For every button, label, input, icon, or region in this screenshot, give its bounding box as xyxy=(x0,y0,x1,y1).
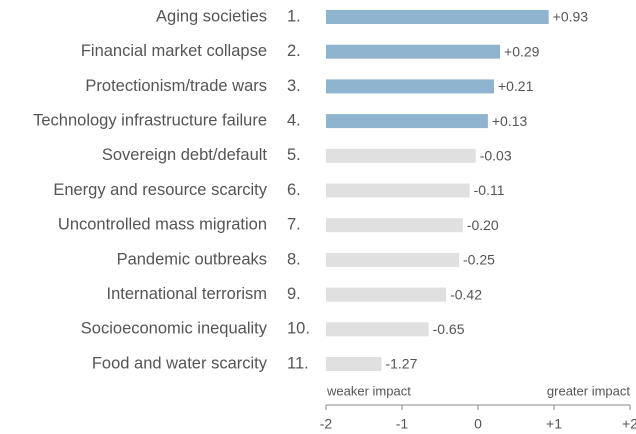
rank-label: 5. xyxy=(287,146,301,164)
category-label: Technology infrastructure failure xyxy=(33,111,267,129)
bar xyxy=(326,218,463,233)
category-label: Financial market collapse xyxy=(81,42,267,60)
category-label: Protectionism/trade wars xyxy=(85,77,267,95)
rank-label: 2. xyxy=(287,42,301,60)
rank-label: 6. xyxy=(287,181,301,199)
bar xyxy=(326,183,470,198)
rank-label: 10. xyxy=(287,320,310,338)
bar xyxy=(326,252,459,267)
annotation: greater impact xyxy=(547,383,630,398)
value-label: +0.29 xyxy=(504,43,540,59)
category-label: Uncontrolled mass migration xyxy=(58,216,267,234)
value-label: -0.03 xyxy=(480,148,512,164)
bar xyxy=(326,79,494,94)
value-label: +0.93 xyxy=(553,9,589,25)
bar xyxy=(326,44,501,59)
annotation: weaker impact xyxy=(326,383,411,398)
category-label: Energy and resource scarcity xyxy=(53,181,267,199)
category-label: Pandemic outbreaks xyxy=(117,250,267,268)
x-tick-label: +2 xyxy=(622,416,636,432)
bar xyxy=(326,148,476,163)
x-tick-label: 0 xyxy=(474,416,482,432)
category-label: Sovereign debt/default xyxy=(102,146,268,164)
rank-label: 7. xyxy=(287,216,301,234)
bar xyxy=(326,357,382,371)
category-label: Socioeconomic inequality xyxy=(81,320,268,338)
bar xyxy=(326,10,549,24)
bar xyxy=(326,114,488,129)
rank-label: 11. xyxy=(287,354,309,372)
value-label: -0.25 xyxy=(463,252,495,268)
rank-label: 4. xyxy=(287,111,301,129)
bar xyxy=(326,322,429,337)
category-label: Food and water scarcity xyxy=(92,354,268,372)
value-label: +0.13 xyxy=(492,113,528,129)
x-tick-label: -1 xyxy=(396,416,409,432)
value-label: -0.11 xyxy=(474,182,505,198)
bar xyxy=(326,287,447,302)
x-tick-label: -2 xyxy=(320,416,333,432)
value-label: +0.21 xyxy=(498,78,534,94)
value-label: -0.42 xyxy=(450,286,482,302)
x-tick-label: +1 xyxy=(546,416,562,432)
rank-label: 9. xyxy=(287,285,301,303)
category-label: Aging societies xyxy=(156,7,267,25)
value-label: -0.20 xyxy=(467,217,499,233)
value-label: -1.27 xyxy=(385,356,417,372)
rank-label: 1. xyxy=(287,7,301,25)
rank-label: 8. xyxy=(287,250,301,268)
category-label: International terrorism xyxy=(107,285,267,303)
value-label: -0.65 xyxy=(433,321,465,337)
rank-label: 3. xyxy=(287,77,301,95)
